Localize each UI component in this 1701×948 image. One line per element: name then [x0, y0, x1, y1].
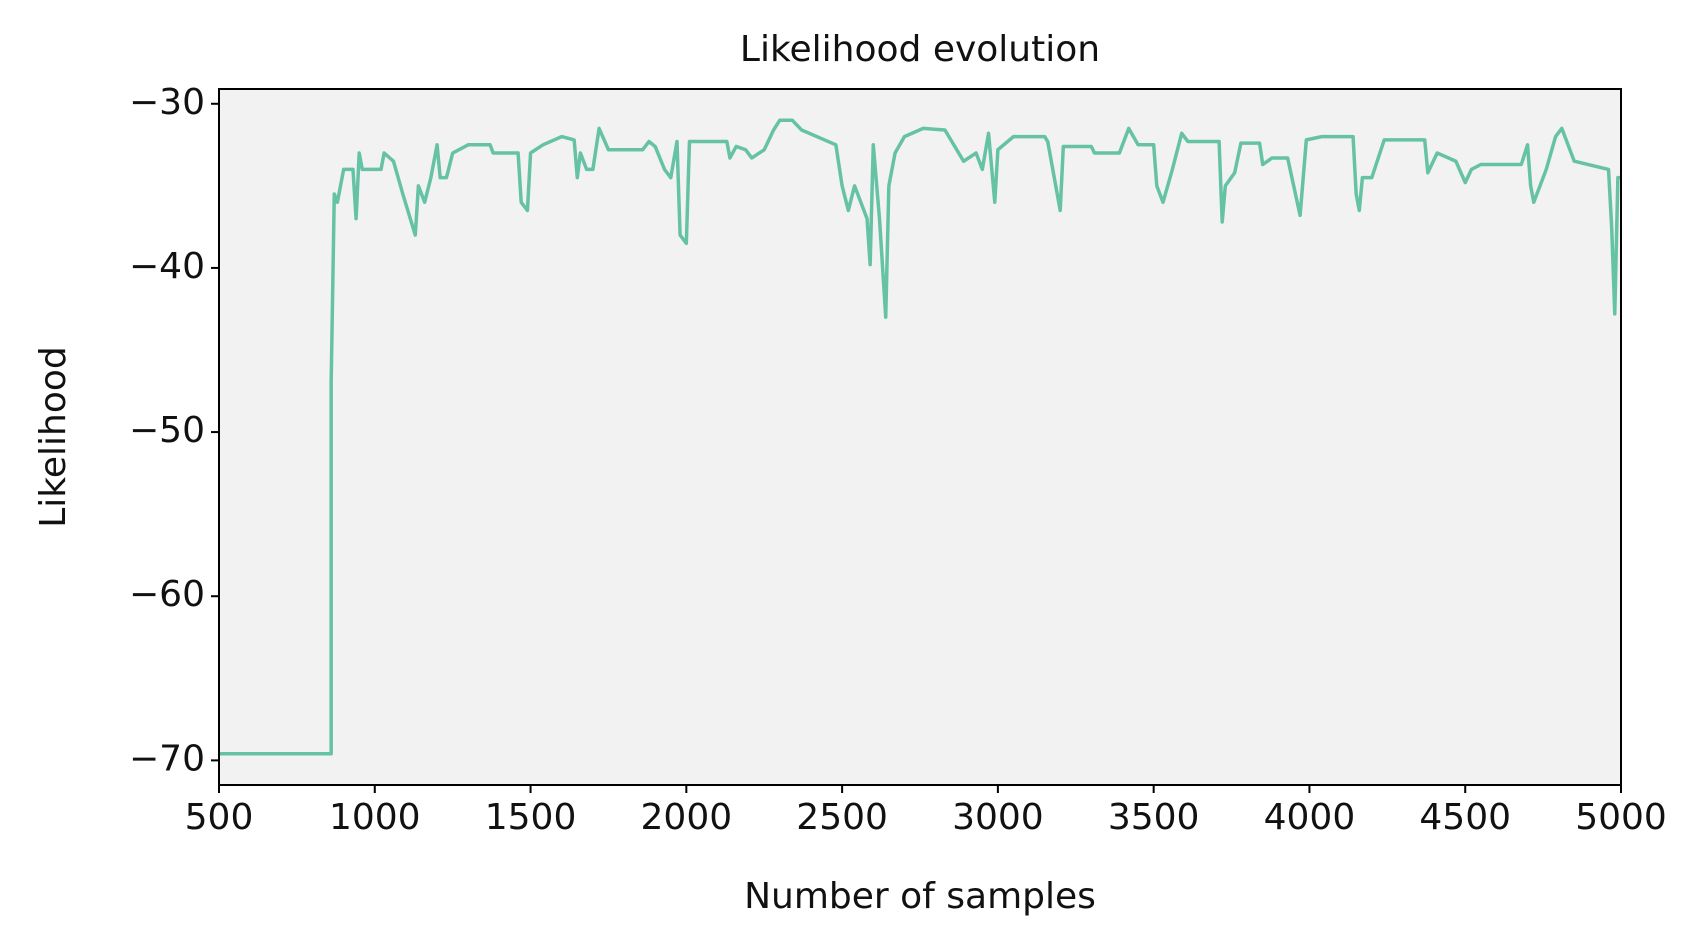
- x-tick-label: 1000: [329, 797, 421, 838]
- data-line: [219, 118, 1621, 756]
- x-tick-label: 3000: [952, 797, 1044, 838]
- x-axis-label: Number of samples: [744, 876, 1096, 917]
- x-tick-label: 2500: [796, 797, 888, 838]
- x-tick-label: 500: [185, 797, 254, 838]
- x-tick-label: 1500: [485, 797, 577, 838]
- x-tick-label: 5000: [1575, 797, 1667, 838]
- y-tick-label: −60: [129, 574, 205, 615]
- x-tick-label: 2000: [641, 797, 733, 838]
- plot-frame: [218, 88, 1622, 786]
- y-tick-label: −40: [129, 246, 205, 287]
- plot-background: [219, 89, 1621, 785]
- chart-title: Likelihood evolution: [740, 29, 1100, 70]
- y-tick-label: −70: [129, 738, 205, 779]
- y-tick-label: −30: [129, 82, 205, 123]
- y-axis-label: Likelihood: [33, 346, 74, 528]
- x-tick-label: 4500: [1419, 797, 1511, 838]
- y-tick-label: −50: [129, 410, 205, 451]
- x-tick-label: 3500: [1108, 797, 1200, 838]
- x-tick-label: 4000: [1264, 797, 1356, 838]
